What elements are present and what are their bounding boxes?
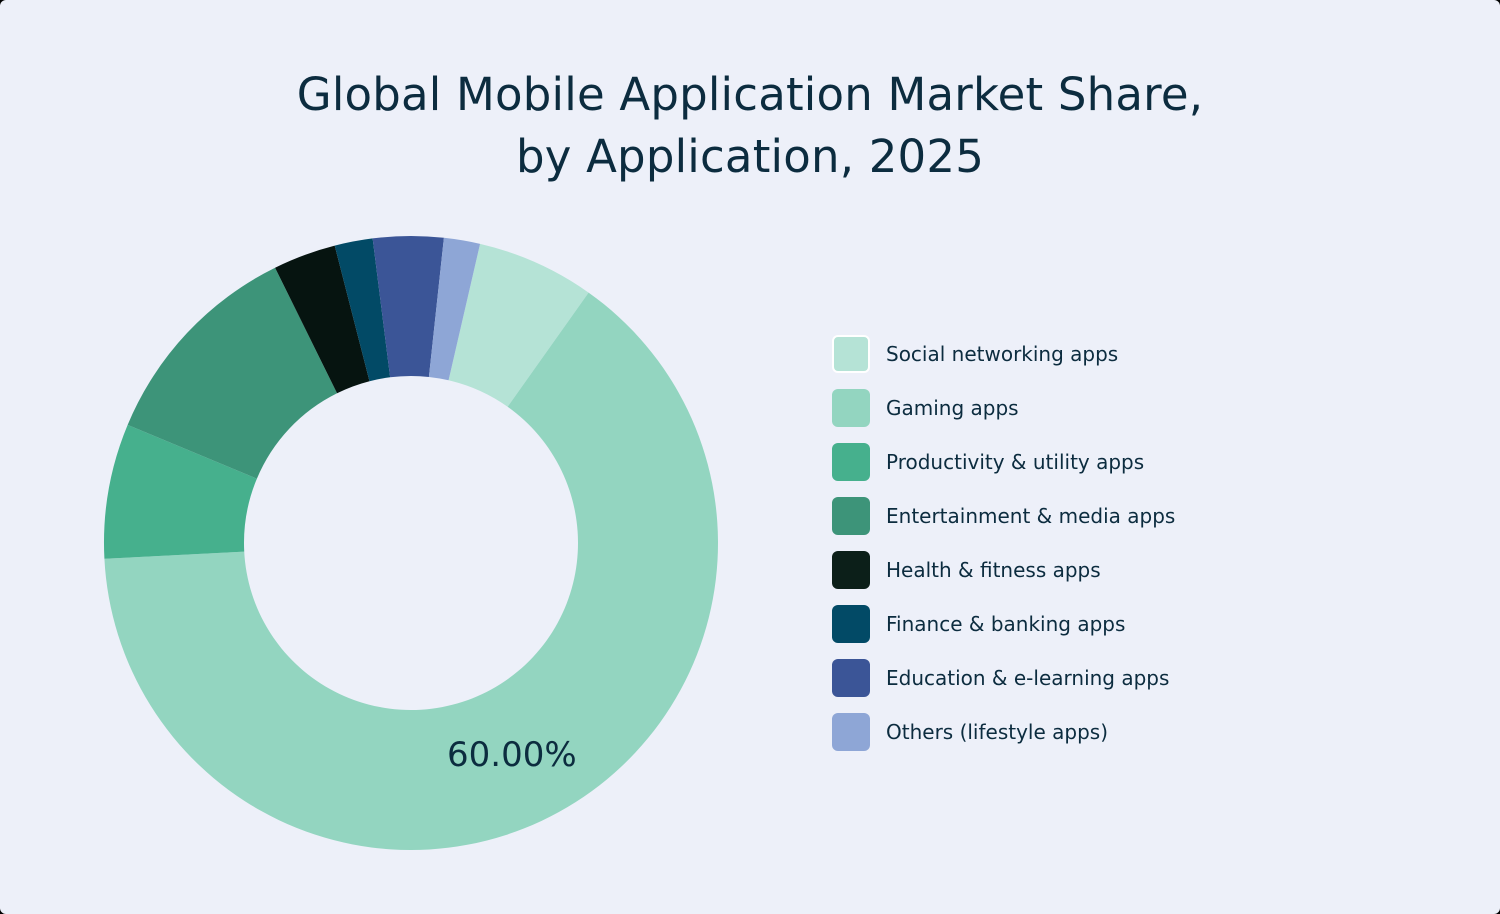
donut-slice-productivity-utility-apps[interactable] [104, 424, 257, 559]
legend-swatch [832, 335, 870, 373]
legend-swatch [832, 713, 870, 751]
legend-item[interactable]: Finance & banking apps [832, 605, 1175, 643]
legend-label: Entertainment & media apps [886, 504, 1176, 528]
chart-title: Global Mobile Application Market Share, … [0, 64, 1500, 188]
legend-label: Productivity & utility apps [886, 450, 1145, 474]
legend-swatch [832, 551, 870, 589]
gaming-slice-label: 60.00% [447, 735, 577, 775]
legend-label: Gaming apps [886, 396, 1019, 420]
legend-item[interactable]: Social networking apps [832, 335, 1175, 373]
legend-swatch [832, 497, 870, 535]
legend-item[interactable]: Entertainment & media apps [832, 497, 1175, 535]
donut-slice-education-e-learning-apps[interactable] [372, 236, 444, 378]
legend-label: Others (lifestyle apps) [886, 720, 1109, 744]
chart-title-line1: Global Mobile Application Market Share, [296, 68, 1204, 121]
legend-swatch [832, 443, 870, 481]
legend-label: Health & fitness apps [886, 558, 1101, 582]
legend-label: Finance & banking apps [886, 612, 1126, 636]
donut-slice-social-networking-apps[interactable] [448, 243, 589, 407]
legend-item[interactable]: Education & e-learning apps [832, 659, 1175, 697]
donut-slice-gaming-apps[interactable] [104, 292, 719, 851]
donut-slice-health-fitness-apps[interactable] [275, 245, 370, 394]
legend-item[interactable]: Health & fitness apps [832, 551, 1175, 589]
legend-label: Education & e-learning apps [886, 666, 1170, 690]
legend-item[interactable]: Productivity & utility apps [832, 443, 1175, 481]
donut-slice-others-lifestyle-apps[interactable] [428, 237, 481, 381]
legend-swatch [832, 389, 870, 427]
donut-slice-entertainment-media-apps[interactable] [127, 267, 338, 479]
legend-item[interactable]: Gaming apps [832, 389, 1175, 427]
legend-swatch [832, 659, 870, 697]
donut-slice-finance-banking-apps[interactable] [334, 238, 391, 382]
chart-title-line2: by Application, 2025 [515, 130, 985, 183]
legend: Social networking apps Gaming apps Product… [832, 335, 1175, 767]
legend-item[interactable]: Others (lifestyle apps) [832, 713, 1175, 751]
legend-label: Social networking apps [886, 342, 1119, 366]
legend-swatch [832, 605, 870, 643]
